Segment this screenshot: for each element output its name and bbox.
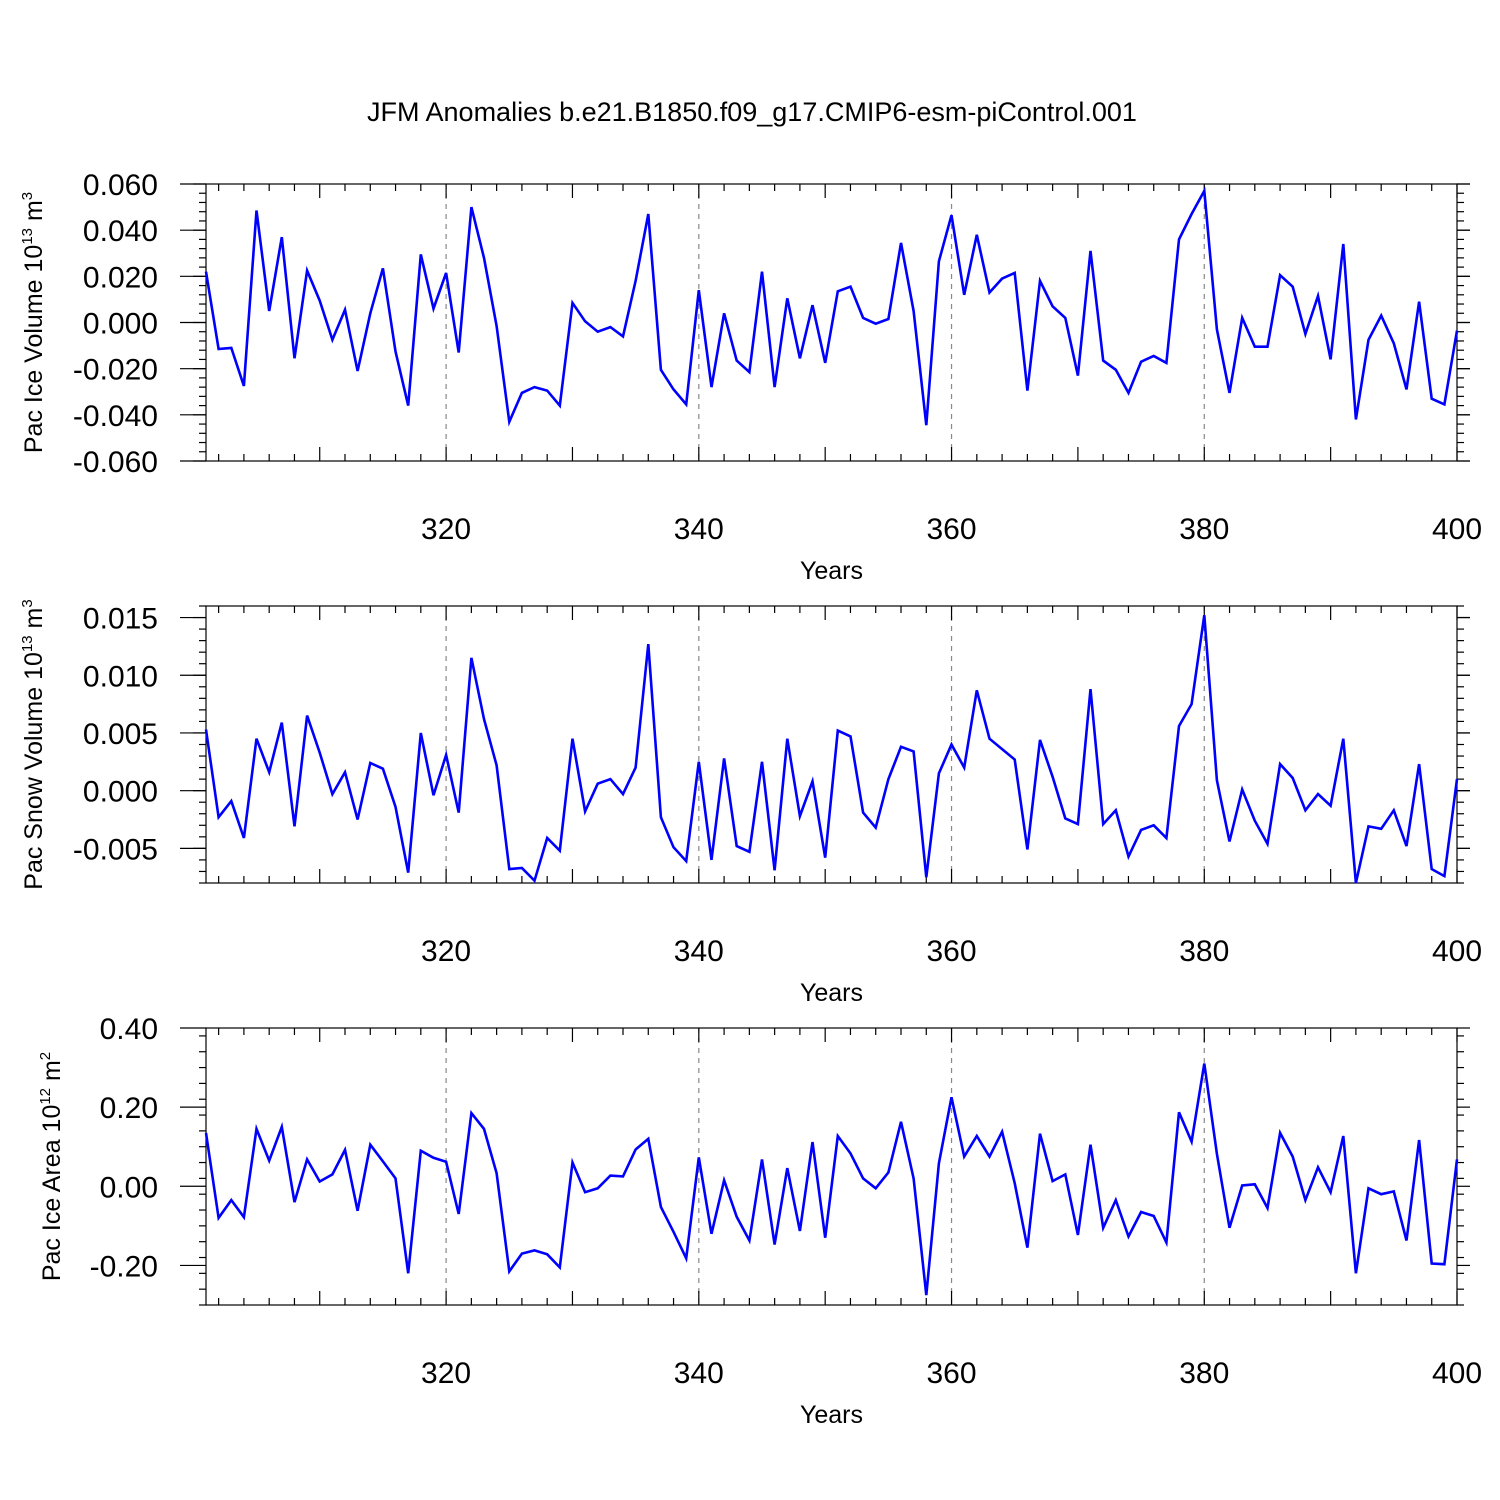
x-tick-label: 360 bbox=[927, 513, 977, 546]
y-tick-label: 0.000 bbox=[83, 776, 158, 809]
y-tick-label: 0.20 bbox=[100, 1092, 158, 1125]
x-axis-label: Years bbox=[800, 1401, 863, 1429]
y-axis-label-text: Pac Ice Volume 10 bbox=[20, 245, 48, 453]
y-tick-label: 0.015 bbox=[83, 603, 158, 636]
y-tick-label: -0.020 bbox=[73, 354, 158, 387]
y-axis-label: Pac Snow Volume 1013 m3 bbox=[19, 599, 48, 889]
panel-1: 320 340 360 380 400 Years 0.060 0.040 0.020 0.000… bbox=[19, 169, 1482, 585]
y-tick-label: -0.20 bbox=[90, 1250, 158, 1283]
x-tick-label: 320 bbox=[421, 513, 471, 546]
y-tick-label: 0.40 bbox=[100, 1013, 158, 1046]
x-tick-label: 380 bbox=[1179, 1357, 1229, 1390]
y-axis-label-text: m bbox=[38, 1060, 66, 1088]
y-tick-label: 0.005 bbox=[83, 718, 158, 751]
x-tick-label: 320 bbox=[421, 1357, 471, 1390]
plot-frame bbox=[205, 605, 1458, 884]
x-tick-label: 360 bbox=[927, 1357, 977, 1390]
y-axis-label-superscript: 2 bbox=[37, 1052, 54, 1060]
y-axis-label-text: Pac Snow Volume 10 bbox=[20, 652, 48, 890]
y-tick-label: -0.005 bbox=[73, 833, 158, 866]
x-tick-label: 360 bbox=[927, 935, 977, 968]
y-tick-label: 0.020 bbox=[83, 261, 158, 294]
panel-3: 320 340 360 380 400 Years 0.40 0.20 0.00 -0.20 Pac… bbox=[37, 1013, 1482, 1429]
y-axis-label-superscript: 13 bbox=[19, 635, 36, 652]
y-tick-label: -0.060 bbox=[73, 446, 158, 479]
panels: 320 340 360 380 400Years0.0600.0400.0200.000… bbox=[19, 169, 1482, 1429]
x-tick-label: 380 bbox=[1179, 935, 1229, 968]
panel-2: 320 340 360 380 400 Years 0.015 0.010 0.005 0.000… bbox=[19, 599, 1482, 1007]
y-axis-label-text: Pac Ice Area 10 bbox=[38, 1105, 66, 1282]
y-tick-label: 0.060 bbox=[83, 169, 158, 202]
y-axis-label: Pac Ice Volume 1013 m3 bbox=[19, 192, 48, 453]
x-tick-label: 400 bbox=[1432, 1357, 1482, 1390]
y-axis-label-superscript: 12 bbox=[37, 1088, 54, 1105]
series-line bbox=[204, 615, 1459, 884]
y-axis-label-text: m bbox=[20, 608, 48, 636]
x-axis-label: Years bbox=[800, 979, 863, 1007]
y-axis-label-superscript: 3 bbox=[19, 599, 36, 607]
x-axis-label: Years bbox=[800, 557, 863, 585]
figure-title: JFM Anomalies b.e21.B1850.f09_g17.CMIP6-… bbox=[367, 97, 1137, 127]
y-tick-label: 0.00 bbox=[100, 1171, 158, 1204]
y-axis-label-superscript: 13 bbox=[19, 228, 36, 245]
plot-frame bbox=[205, 1027, 1458, 1306]
x-tick-label: 400 bbox=[1432, 935, 1482, 968]
x-tick-label: 340 bbox=[674, 935, 724, 968]
y-tick-label: 0.010 bbox=[83, 660, 158, 693]
series-line bbox=[204, 1063, 1459, 1296]
x-tick-label: 320 bbox=[421, 935, 471, 968]
x-tick-label: 340 bbox=[674, 513, 724, 546]
y-tick-label: -0.040 bbox=[73, 400, 158, 433]
x-tick-label: 340 bbox=[674, 1357, 724, 1390]
y-axis-label: Pac Ice Area 1012 m2 bbox=[37, 1052, 66, 1281]
x-tick-label: 380 bbox=[1179, 513, 1229, 546]
series-line bbox=[204, 186, 1459, 427]
plot-frame bbox=[205, 183, 1458, 462]
y-tick-label: 0.040 bbox=[83, 215, 158, 248]
y-tick-label: 0.000 bbox=[83, 308, 158, 341]
x-tick-label: 400 bbox=[1432, 513, 1482, 546]
y-axis-label-superscript: 3 bbox=[19, 192, 36, 200]
y-axis-label-text: m bbox=[20, 200, 48, 228]
